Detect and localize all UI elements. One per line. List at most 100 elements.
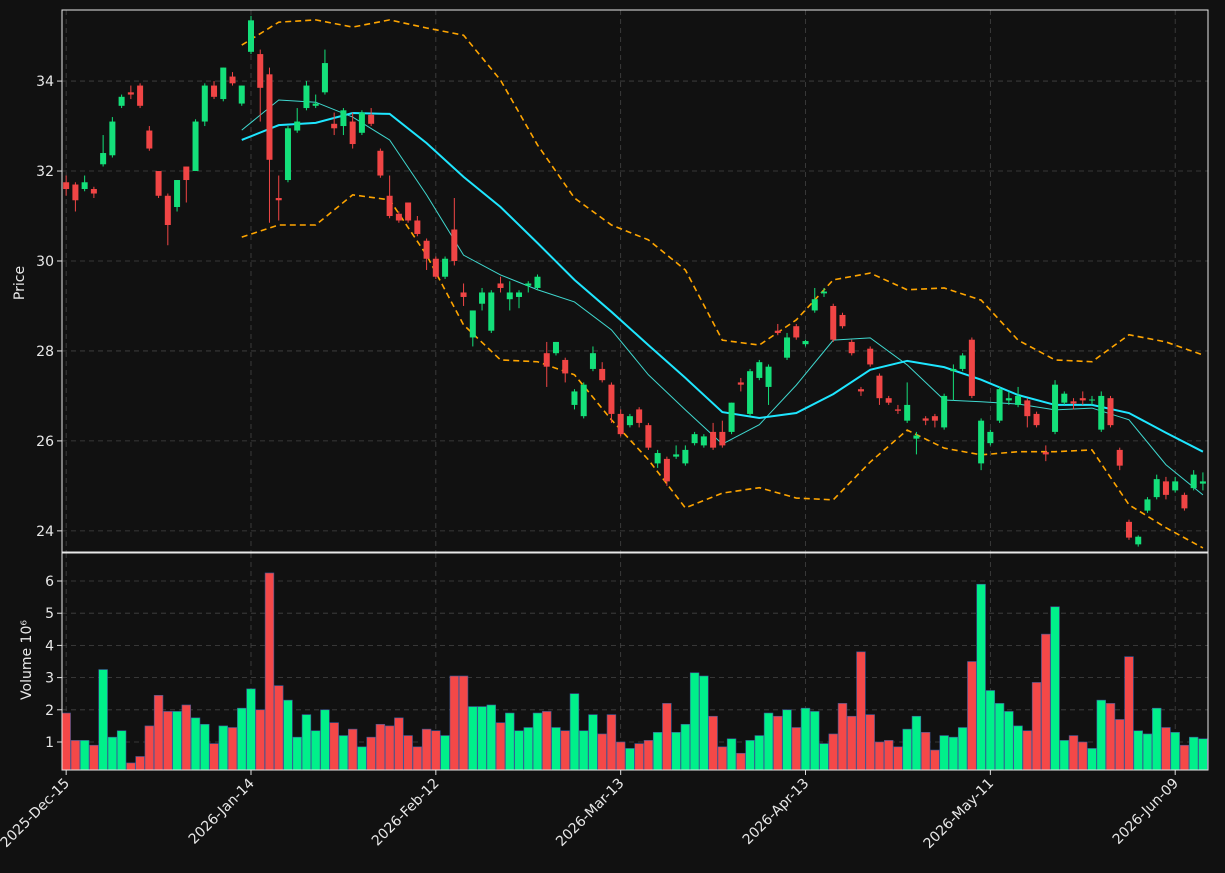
volume-bar (874, 741, 885, 770)
candle-body (442, 258, 449, 277)
candle-body (432, 258, 439, 277)
candle-body (321, 63, 328, 93)
candle-body (552, 341, 559, 354)
candle-body (636, 409, 643, 423)
candle-body (220, 67, 227, 100)
candle-body (1052, 384, 1059, 432)
volume-bar (745, 740, 755, 770)
volume-bar (726, 738, 737, 770)
volume-bar (98, 669, 108, 770)
volume-bar (523, 727, 533, 770)
candle-body (368, 114, 375, 124)
candle-body (275, 198, 282, 201)
volume-bar (449, 675, 460, 770)
volume-bar (569, 693, 580, 770)
candle-body (885, 398, 892, 403)
candle-body (488, 292, 495, 331)
candle-body (867, 348, 874, 365)
volume-bar (1124, 656, 1134, 770)
candle-body (1005, 398, 1012, 401)
candle-body (377, 150, 384, 176)
volume-bar (200, 723, 210, 770)
candle-body (830, 305, 837, 340)
volume-bar (856, 651, 866, 770)
candle-body (340, 110, 347, 127)
candle-body (1153, 479, 1160, 498)
candle-body (839, 314, 846, 327)
y-tick-label: 28 (36, 344, 54, 360)
y-tick-label: 6 (45, 574, 54, 590)
volume-bar (985, 690, 996, 770)
volume-bar (1004, 711, 1014, 770)
candle-body (922, 418, 929, 421)
volume-bar (1087, 748, 1097, 770)
candle-body (894, 409, 901, 411)
y-tick-label: 3 (45, 671, 54, 687)
volume-bar (782, 709, 792, 770)
overlay-line (241, 194, 1204, 549)
volume-bar (1188, 736, 1199, 770)
candle-body (469, 310, 476, 338)
candle-body (682, 449, 689, 464)
candle-body (146, 130, 153, 149)
candle-body (312, 103, 319, 106)
y-tick-label: 32 (36, 164, 54, 180)
volume-bar (791, 727, 801, 770)
candle-body (534, 276, 541, 288)
candle-body (506, 292, 513, 300)
candle-body (737, 382, 744, 385)
volume-bar (153, 695, 164, 770)
candle-body (1190, 474, 1197, 489)
candle-body (700, 436, 707, 446)
candle-body (1162, 481, 1169, 495)
candle-body (950, 368, 957, 372)
candle-body (1172, 481, 1179, 491)
volume-bar (930, 749, 940, 770)
candle-body (710, 431, 717, 448)
candle-body (331, 123, 338, 129)
volume-bar (468, 706, 478, 770)
candle-body (386, 195, 393, 217)
volume-bar (1170, 732, 1180, 770)
volume-bar (347, 728, 358, 770)
volume-bar (89, 744, 99, 770)
candle-body (941, 395, 948, 428)
y-tick-label: 5 (45, 606, 54, 622)
volume-bar (301, 714, 312, 770)
volume-bar (62, 712, 71, 770)
candle-body (81, 182, 88, 190)
candle-body (1135, 536, 1142, 545)
volume-bar (643, 740, 654, 770)
volume-bar (237, 707, 247, 770)
candle-body (284, 128, 291, 181)
volume-bar (412, 746, 423, 770)
volume-bar (163, 711, 173, 770)
volume-bar (662, 703, 672, 770)
volume-bar (394, 717, 404, 770)
volume-bar (865, 714, 875, 770)
candle-body (848, 341, 855, 354)
volume-bar (79, 740, 90, 770)
volume-axis-label: Volume 10⁶ (19, 620, 35, 700)
volume-bar (717, 746, 728, 770)
volume-bar (495, 722, 506, 770)
volume-bar (542, 711, 552, 770)
candle-body (127, 92, 134, 95)
candle-body (137, 85, 144, 106)
volume-bar (477, 706, 487, 770)
volume-bar (920, 732, 931, 770)
y-tick-label: 24 (36, 524, 54, 540)
volume-bar (588, 714, 598, 770)
candle-body (118, 96, 125, 106)
volume-bar (181, 704, 191, 770)
volume-bar (810, 711, 820, 770)
volume-bar (440, 735, 450, 770)
candle-body (543, 353, 550, 367)
volume-bar (1198, 738, 1208, 770)
volume-bar (264, 572, 275, 770)
candle-body (414, 220, 421, 234)
candle-body (72, 184, 79, 201)
candle-body (747, 371, 754, 414)
volume-bar (403, 735, 413, 770)
candle-body (1107, 398, 1114, 426)
